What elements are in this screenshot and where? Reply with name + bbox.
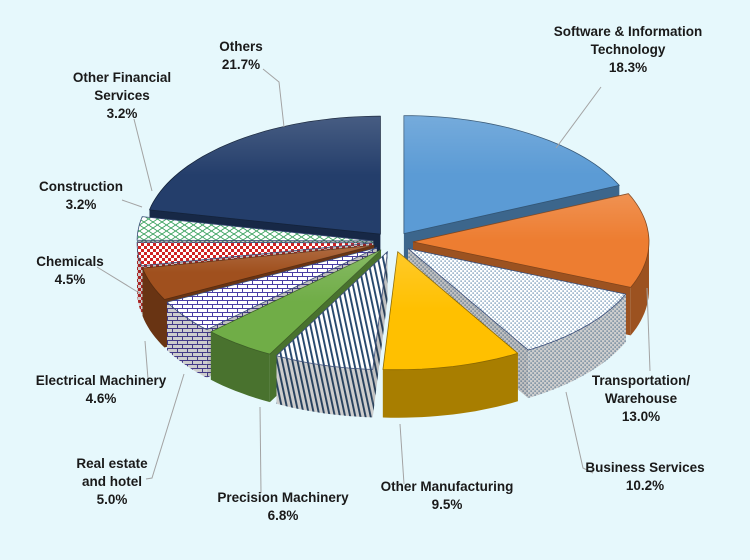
leader-precision-machinery — [259, 406, 262, 494]
slice-percent: 3.2% — [65, 197, 97, 212]
label-precision-machinery: Precision Machinery 6.8% — [183, 489, 383, 525]
pie-slice-rim-electrical-machinery — [167, 302, 207, 378]
slice-percent: 13.0% — [621, 409, 661, 424]
pie-slice-sheen-other-manufacturing — [382, 251, 518, 370]
slice-percent: 4.5% — [54, 272, 86, 287]
slice-name: Construction — [39, 179, 123, 194]
pie-slice-rim-real-estate-and-hotel — [210, 331, 270, 403]
pie-slice-rim-chemicals — [142, 268, 165, 348]
pie-slice-sheen-real-estate-and-hotel — [210, 250, 381, 355]
slice-name: Transportation/ Warehouse — [591, 373, 691, 406]
slice-name: Software & Information Technology — [553, 24, 703, 57]
slice-name: Others — [219, 39, 263, 54]
pie-3d — [136, 115, 650, 418]
slice-name: Other Financial Services — [72, 70, 172, 103]
slice-name: Business Services — [585, 460, 705, 475]
slice-percent: 6.8% — [267, 508, 299, 523]
leader-chemicals — [96, 266, 142, 295]
label-transportation-warehouse: Transportation/ Warehouse 13.0% — [556, 372, 726, 426]
slice-percent: 18.3% — [608, 60, 648, 75]
leader-other-manufacturing — [399, 423, 405, 485]
slice-name: Electrical Machinery — [35, 373, 167, 388]
pie-slice-other-financial-services — [136, 216, 374, 242]
pie-slice-construction — [136, 241, 374, 267]
leader-construction — [121, 199, 143, 208]
leader-transportation-warehouse — [646, 287, 651, 372]
label-other-financial-services: Other Financial Services 3.2% — [32, 69, 212, 123]
leader-business-services — [565, 391, 594, 474]
slice-name: Chemicals — [36, 254, 104, 269]
pie-slice-rim-shade-precision-machinery — [276, 355, 373, 418]
slice-percent: 21.7% — [221, 57, 261, 72]
pie-slice-precision-machinery — [276, 251, 388, 370]
pie-slice-rim-shade-electrical-machinery — [167, 302, 207, 378]
label-others: Others 21.7% — [161, 38, 321, 74]
pie-slice-rim-shade-construction — [137, 242, 142, 314]
label-chemicals: Chemicals 4.5% — [5, 253, 135, 289]
slice-percent: 3.2% — [106, 106, 138, 121]
pie-slice-sheen-transportation-warehouse — [413, 193, 649, 288]
pie-slice-rim-precision-machinery — [276, 355, 373, 418]
label-electrical-machinery: Electrical Machinery 4.6% — [6, 372, 196, 408]
slice-percent: 5.0% — [96, 492, 128, 507]
pie-slice-rim-shade-business-services — [528, 294, 626, 399]
leader-software-information-technology — [555, 86, 602, 149]
pie-slice-rim-business-services — [528, 294, 626, 399]
label-other-manufacturing: Other Manufacturing 9.5% — [347, 478, 547, 514]
leader-electrical-machinery — [144, 340, 149, 380]
pie-slice-sheen-others — [149, 116, 381, 235]
pie-slice-business-services — [407, 248, 627, 351]
label-business-services: Business Services 10.2% — [545, 459, 745, 495]
slice-name: Other Manufacturing — [380, 479, 514, 494]
slice-name: Precision Machinery — [217, 490, 349, 505]
leader-lines — [96, 68, 651, 494]
slice-percent: 10.2% — [625, 478, 665, 493]
label-real-estate-and-hotel: Real estate and hotel 5.0% — [32, 455, 192, 509]
slice-percent: 4.6% — [85, 391, 117, 406]
leader-others — [262, 68, 285, 128]
pie-slice-sheen-chemicals — [142, 245, 375, 300]
slice-percent: 9.5% — [431, 497, 463, 512]
label-software-information-technology: Software & Information Technology 18.3% — [528, 23, 728, 77]
label-construction: Construction 3.2% — [6, 178, 156, 214]
pie-slice-electrical-machinery — [166, 247, 378, 331]
leader-real-estate-and-hotel — [145, 373, 185, 480]
pie-slice-rim-construction — [137, 242, 142, 314]
pie-slice-sheen-software-information-technology — [403, 115, 620, 234]
slice-name: Real estate and hotel — [76, 456, 148, 489]
leader-other-financial-services — [133, 118, 153, 192]
